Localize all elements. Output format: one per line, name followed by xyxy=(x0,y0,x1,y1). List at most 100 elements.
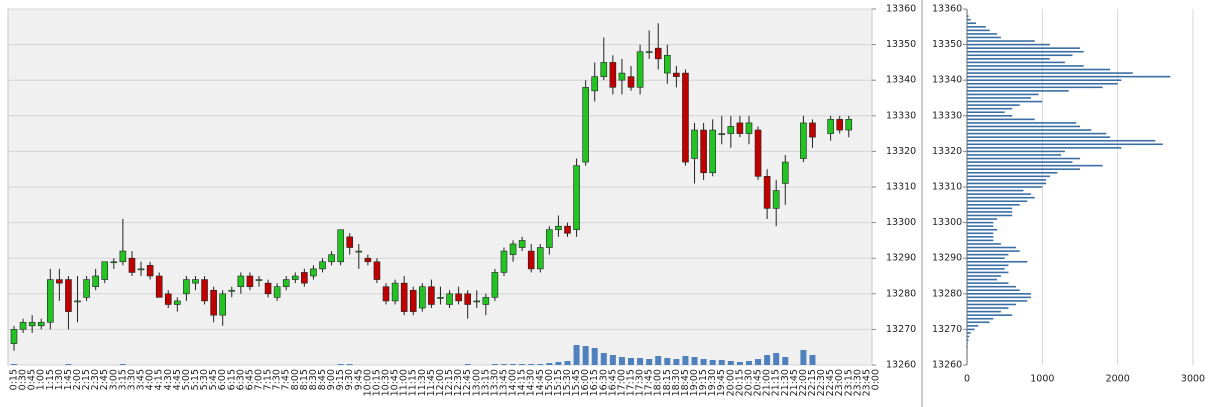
candle-body xyxy=(446,293,453,305)
x-tick-label: 6:15 xyxy=(226,369,237,390)
candle-body xyxy=(192,279,199,284)
candle-body xyxy=(518,240,526,248)
x-tick-label: 12:30 xyxy=(453,369,464,396)
candle-body xyxy=(346,236,354,248)
candle-body xyxy=(836,119,844,131)
candle-body xyxy=(174,300,181,305)
profile-bar xyxy=(967,111,1005,114)
candle-body xyxy=(382,286,390,302)
candle-body xyxy=(482,297,490,305)
x-tick-label: 18:15 xyxy=(662,369,673,396)
profile-bar xyxy=(967,314,1013,316)
profile-bar xyxy=(967,115,1013,117)
x-tick-label: 13:00 xyxy=(471,369,482,396)
profile-bar xyxy=(967,43,1050,46)
x-tick-label: 0:00 xyxy=(871,369,882,390)
candle-body xyxy=(627,76,635,88)
candle-body xyxy=(491,272,499,298)
x-tick-label: 3:45 xyxy=(136,369,147,390)
candle-body xyxy=(473,300,481,303)
candle-body xyxy=(772,190,780,209)
profile-bar xyxy=(967,29,990,32)
profile-bar xyxy=(967,307,1009,309)
volume-bar xyxy=(591,348,598,365)
x-tick-label: 19:00 xyxy=(689,369,700,396)
profile-bar xyxy=(967,72,1133,74)
y-tick-label: 13320 xyxy=(886,146,916,157)
candle-body xyxy=(437,297,444,299)
volume-bar xyxy=(718,360,725,365)
candle-body xyxy=(301,272,308,284)
x-tick-label: 5:00 xyxy=(181,369,192,390)
candle-body xyxy=(527,250,535,270)
candle-body xyxy=(591,76,599,92)
x-tick-label: 4:30 xyxy=(163,369,174,390)
volume-bar xyxy=(628,358,635,365)
profile-bar xyxy=(967,264,1009,267)
profile-bar xyxy=(967,97,1032,99)
x-tick-label: 4:15 xyxy=(154,369,165,390)
volume-bar xyxy=(573,345,580,365)
x-tick-label: 23:45 xyxy=(861,369,872,396)
x-tick-label: 21:15 xyxy=(771,369,782,396)
y-tick-label: 13330 xyxy=(932,110,962,121)
x-tick-label: 4:00 xyxy=(145,369,156,390)
x-tick-label: 8:00 xyxy=(290,369,301,390)
candle-body xyxy=(709,129,716,174)
candle-body xyxy=(736,122,744,134)
profile-bar xyxy=(967,132,1107,135)
x-tick-label: 3000 xyxy=(1181,374,1205,385)
candle-body xyxy=(500,250,508,273)
profile-bar xyxy=(967,325,979,327)
x-tick-label: 1:45 xyxy=(63,369,74,390)
profile-bar xyxy=(967,214,1013,217)
profile-bar xyxy=(967,332,971,334)
x-tick-label: 6:00 xyxy=(217,369,228,390)
x-tick-label: 11:15 xyxy=(408,369,419,396)
volume-bar xyxy=(11,364,17,365)
candle-body xyxy=(282,279,290,287)
y-tick-label: 13320 xyxy=(932,146,962,157)
volume-bar xyxy=(65,364,72,365)
y-tick-label: 13350 xyxy=(886,39,916,50)
profile-bar xyxy=(967,179,1047,181)
profile-bar xyxy=(967,150,1065,153)
x-tick-label: 10:15 xyxy=(371,369,382,396)
x-tick-label: 12:15 xyxy=(444,369,455,396)
profile-bar xyxy=(967,164,1103,167)
profile-bar xyxy=(967,47,1080,49)
profile-bar xyxy=(967,161,1073,163)
profile-bar xyxy=(967,147,1122,149)
profile-bar xyxy=(967,143,1163,146)
profile-bar xyxy=(967,260,1028,263)
profile-bar xyxy=(967,228,998,231)
x-tick-label: 13:15 xyxy=(480,369,491,396)
profile-bar xyxy=(967,122,1077,124)
candle-body xyxy=(56,279,63,284)
x-tick-label: 2:00 xyxy=(72,369,83,390)
x-tick-label: 6:30 xyxy=(235,369,246,390)
x-tick-label: 2:45 xyxy=(99,369,110,390)
y-tick-label: 13330 xyxy=(886,110,916,121)
x-tick-label: 3:00 xyxy=(108,369,119,390)
x-tick-label: 1:15 xyxy=(45,369,56,390)
profile-bar xyxy=(967,285,1016,288)
volume-bar xyxy=(582,346,589,365)
candle-body xyxy=(727,126,735,134)
x-tick-label: 17:00 xyxy=(616,369,627,396)
x-tick-label: 6:45 xyxy=(244,369,255,390)
volume-bar xyxy=(500,364,507,365)
y-tick-label: 13300 xyxy=(932,217,962,228)
x-tick-label: 13:45 xyxy=(498,369,509,396)
profile-bar xyxy=(967,232,994,235)
profile-bar xyxy=(967,182,1047,185)
profile-bar xyxy=(967,278,998,281)
candle-body xyxy=(509,243,517,255)
profile-bar xyxy=(967,271,1009,274)
x-tick-label: 16:15 xyxy=(589,369,600,396)
candle-body xyxy=(328,254,335,263)
y-tick-label: 13280 xyxy=(886,288,916,299)
profile-bar xyxy=(967,328,975,331)
candle-body xyxy=(46,279,54,323)
x-tick-label: 7:30 xyxy=(272,369,283,390)
